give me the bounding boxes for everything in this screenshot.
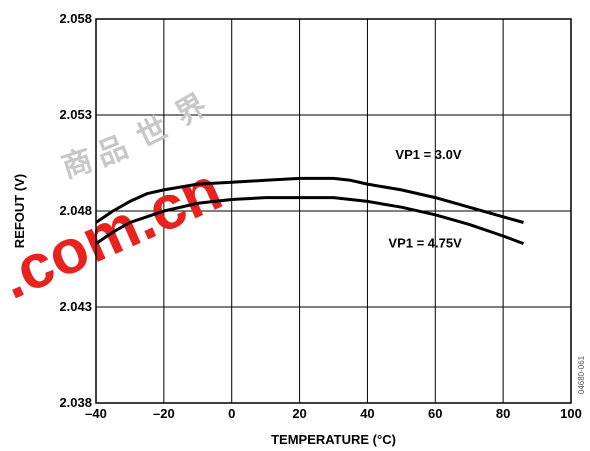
- series-annotation-2: VP1 = 4.75V: [388, 235, 462, 250]
- y-tick-labels: 2.038 2.043 2.048 2.053 2.058: [59, 11, 92, 410]
- watermark: 商品 世界 .com.cn: [0, 88, 232, 312]
- watermark-char: 商: [58, 144, 97, 185]
- x-tick-label: –20: [153, 406, 175, 421]
- y-tick-label: 2.058: [59, 11, 92, 26]
- x-tick-label: 40: [360, 406, 374, 421]
- x-tick-label: 20: [292, 406, 306, 421]
- x-tick-label: 100: [560, 406, 582, 421]
- y-tick-label: 2.038: [59, 395, 92, 410]
- series-line-1: [95, 176, 524, 224]
- y-axis-label: REFOUT (V): [12, 174, 27, 248]
- series-line-2: [95, 196, 525, 246]
- x-tick-labels: –40 –20 0 20 40 60 80 100: [85, 406, 582, 421]
- x-axis-label: TEMPERATURE (°C): [271, 432, 396, 447]
- watermark-char: 界: [170, 88, 212, 132]
- series-annotation-1: VP1 = 3.0V: [395, 147, 461, 162]
- watermark-text: .com.cn: [0, 154, 232, 312]
- x-tick-label: 0: [228, 406, 235, 421]
- series-lines: [95, 176, 525, 246]
- figure-id: 04680-061: [577, 355, 586, 394]
- x-tick-label: 80: [496, 406, 510, 421]
- plot-frame: [95, 18, 572, 404]
- y-tick-label: 2.043: [59, 299, 92, 314]
- series-annotations: VP1 = 3.0V VP1 = 4.75V: [388, 147, 462, 250]
- y-tick-label: 2.053: [59, 107, 92, 122]
- grid: [96, 19, 571, 403]
- watermark-char: 品: [92, 131, 132, 173]
- x-tick-label: 60: [428, 406, 442, 421]
- watermark-char: 世: [132, 111, 173, 154]
- x-tick-label: –40: [85, 406, 107, 421]
- y-tick-label: 2.048: [59, 203, 92, 218]
